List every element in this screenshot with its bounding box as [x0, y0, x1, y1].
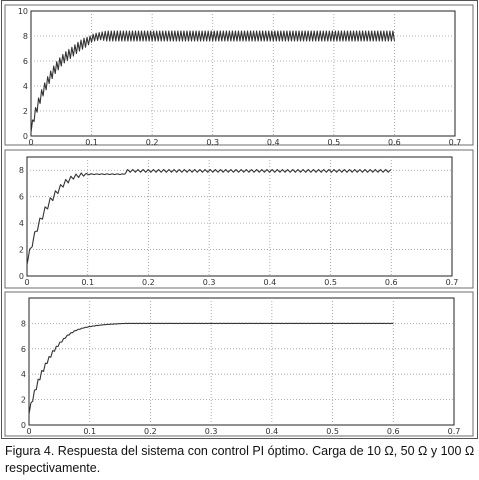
x-tick-label: 0.3 — [203, 278, 216, 287]
y-tick-label: 4 — [19, 219, 24, 228]
figure-caption: Figura 4. Respuesta del sistema con cont… — [5, 444, 475, 475]
x-tick-label: 0 — [24, 278, 29, 287]
x-tick-label: 0.7 — [449, 138, 462, 147]
x-tick-label: 0.6 — [387, 427, 400, 436]
axis-box — [28, 297, 455, 426]
x-tick-label: 0.5 — [327, 138, 340, 147]
x-tick-label: 0.2 — [142, 278, 155, 287]
x-tick-label: 0.1 — [85, 138, 98, 147]
x-tick-label: 0.4 — [267, 138, 280, 147]
chart-panel-2: 0 0.1 0.2 0.3 0.4 0.5 0.6 0.7 0 2 4 6 8 — [4, 149, 474, 289]
series-line-1 — [30, 30, 395, 133]
chart-panel-3: 0 0.1 0.2 0.3 0.4 0.5 0.6 0.7 0 2 4 6 8 — [4, 291, 474, 437]
x-tick-label: 0.5 — [326, 427, 339, 436]
y-tick-label: 0 — [23, 132, 28, 141]
x-tick-label: 0.7 — [448, 427, 461, 436]
y-tick-label: 8 — [23, 32, 28, 41]
x-tick-label: 0.4 — [263, 278, 276, 287]
x-tick-label: 0.2 — [144, 427, 157, 436]
y-tick-label: 4 — [21, 370, 26, 379]
y-tick-label: 0 — [19, 272, 24, 281]
axis-box — [30, 10, 456, 137]
x-tick-label: 0.1 — [83, 427, 96, 436]
x-tick-label: 0.7 — [446, 278, 459, 287]
x-tick-label: 0.5 — [324, 278, 337, 287]
x-tick-label: 0 — [26, 427, 31, 436]
x-tick-label: 0.3 — [205, 427, 218, 436]
y-tick-label: 0 — [21, 421, 26, 430]
x-tick-label: 0.6 — [385, 278, 398, 287]
x-tick-label: 0.4 — [265, 427, 278, 436]
figure-frame — [1, 0, 478, 439]
y-tick-label: 6 — [19, 193, 24, 202]
x-tick-label: 0 — [28, 138, 33, 147]
y-tick-label: 10 — [18, 7, 28, 16]
axis-box — [26, 156, 453, 277]
y-tick-label: 6 — [21, 345, 26, 354]
x-tick-label: 0.3 — [206, 138, 219, 147]
y-tick-label: 8 — [21, 319, 26, 328]
x-tick-label: 0.6 — [388, 138, 401, 147]
chart-panel-1: 0 0.1 0.2 0.3 0.4 0.5 0.6 0.7 0 2 4 6 8 10 — [4, 4, 474, 147]
y-tick-label: 8 — [19, 166, 24, 175]
x-tick-label: 0.2 — [146, 138, 159, 147]
y-tick-label: 4 — [23, 82, 28, 91]
series-line-1 — [26, 169, 392, 265]
y-tick-label: 6 — [23, 57, 28, 66]
series-line-1 — [28, 322, 394, 415]
y-tick-label: 2 — [19, 246, 24, 255]
y-tick-label: 2 — [21, 396, 26, 405]
y-tick-label: 2 — [23, 107, 28, 116]
x-tick-label: 0.1 — [81, 278, 94, 287]
